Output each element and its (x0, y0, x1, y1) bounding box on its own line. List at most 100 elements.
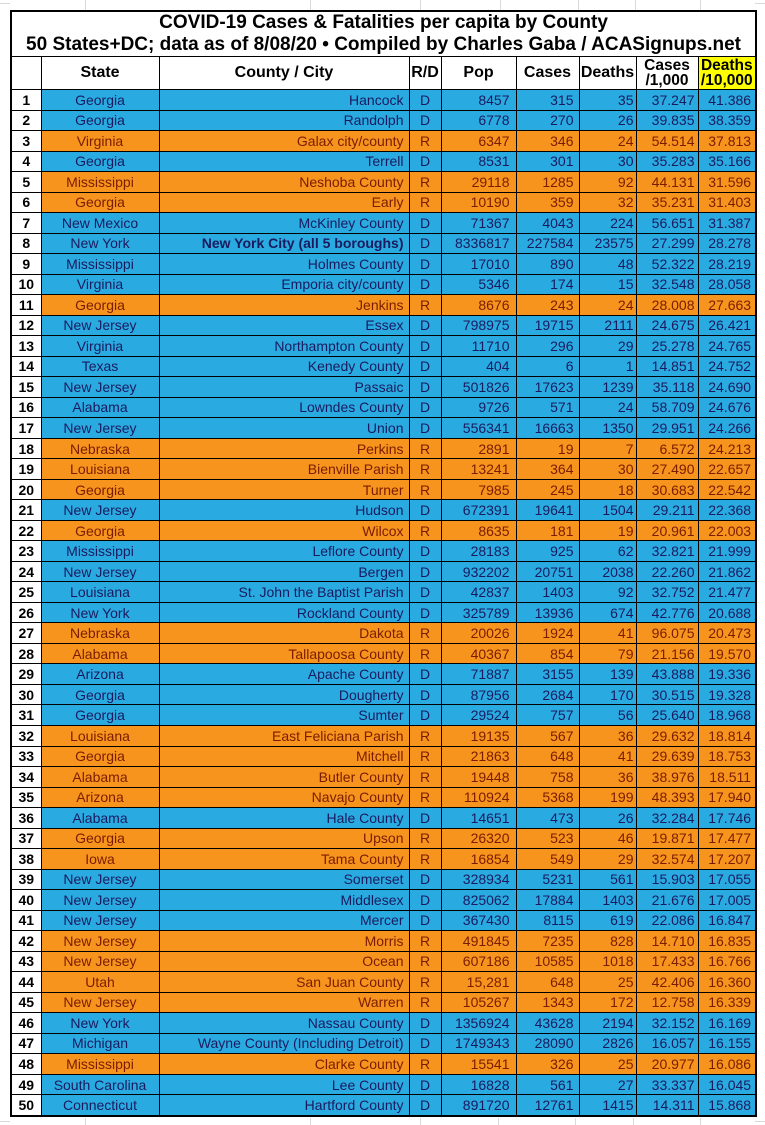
deaths-cell[interactable]: 24 (578, 396, 637, 419)
cases-cell[interactable]: 1343 (515, 991, 580, 1014)
party-cell[interactable]: D (408, 232, 442, 255)
rank-cell[interactable]: 24 (10, 560, 42, 583)
deaths-cell[interactable]: 1403 (578, 889, 637, 911)
party-cell[interactable]: R (408, 642, 442, 665)
deaths-cell[interactable]: 18 (578, 478, 637, 501)
population-cell[interactable]: 15,281 (440, 971, 517, 993)
rank-cell[interactable]: 43 (10, 950, 42, 973)
rank-cell[interactable]: 12 (10, 314, 42, 337)
county-cell[interactable]: Somerset (158, 868, 410, 891)
cases-per-1000-cell[interactable]: 15.903 (635, 868, 699, 891)
state-cell[interactable]: New Jersey (40, 930, 160, 952)
county-cell[interactable]: Mitchell (158, 745, 410, 768)
party-cell[interactable]: R (408, 519, 442, 542)
state-cell[interactable]: Iowa (40, 848, 160, 870)
county-cell[interactable]: Upson (158, 827, 410, 850)
population-cell[interactable]: 6347 (440, 130, 517, 152)
deaths-per-10000-cell[interactable]: 21.862 (697, 560, 757, 583)
party-cell[interactable]: R (408, 130, 442, 152)
cases-cell[interactable]: 561 (515, 1073, 580, 1096)
cases-cell[interactable]: 17623 (515, 376, 580, 398)
state-cell[interactable]: Utah (40, 971, 160, 993)
cases-per-1000-cell[interactable]: 30.515 (635, 683, 699, 706)
population-cell[interactable]: 491845 (440, 930, 517, 952)
rank-cell[interactable]: 36 (10, 807, 42, 829)
deaths-cell[interactable]: 29 (578, 335, 637, 357)
deaths-cell[interactable]: 48 (578, 253, 637, 275)
cases-per-1000-cell[interactable]: 22.086 (635, 909, 699, 932)
cases-per-1000-cell[interactable]: 14.851 (635, 355, 699, 378)
deaths-per-10000-cell[interactable]: 27.663 (697, 294, 757, 316)
party-cell[interactable]: D (408, 909, 442, 932)
cases-cell[interactable]: 1285 (515, 171, 580, 193)
state-cell[interactable]: Mississippi (40, 540, 160, 562)
cases-cell[interactable]: 7235 (515, 930, 580, 952)
population-cell[interactable]: 87956 (440, 683, 517, 706)
cases-per-1000-cell[interactable]: 21.676 (635, 889, 699, 911)
cases-per-1000-cell[interactable]: 43.888 (635, 663, 699, 685)
deaths-cell[interactable]: 2038 (578, 560, 637, 583)
cases-per-1000-cell[interactable]: 30.683 (635, 478, 699, 501)
cases-cell[interactable]: 1403 (515, 581, 580, 603)
deaths-cell[interactable]: 674 (578, 601, 637, 624)
rank-cell[interactable]: 15 (10, 376, 42, 398)
state-cell[interactable]: Arizona (40, 663, 160, 685)
population-cell[interactable]: 1749343 (440, 1032, 517, 1055)
deaths-per-10000-cell[interactable]: 15.868 (697, 1094, 757, 1117)
county-cell[interactable]: Tallapoosa County (158, 642, 410, 665)
cases-per-1000-cell[interactable]: 12.758 (635, 991, 699, 1014)
county-cell[interactable]: Lowndes County (158, 396, 410, 419)
rank-cell[interactable]: 2 (10, 109, 42, 132)
column-header-county[interactable]: County / City (158, 56, 410, 90)
state-cell[interactable]: Virginia (40, 273, 160, 296)
rank-cell[interactable]: 27 (10, 622, 42, 644)
state-cell[interactable]: New Jersey (40, 909, 160, 932)
party-cell[interactable]: R (408, 971, 442, 993)
state-cell[interactable]: Louisiana (40, 581, 160, 603)
cases-per-1000-cell[interactable]: 20.961 (635, 519, 699, 542)
county-cell[interactable]: Butler County (158, 766, 410, 788)
state-cell[interactable]: Georgia (40, 827, 160, 850)
deaths-per-10000-cell[interactable]: 17.477 (697, 827, 757, 850)
cases-cell[interactable]: 20751 (515, 560, 580, 583)
population-cell[interactable]: 26320 (440, 827, 517, 850)
deaths-cell[interactable]: 7 (578, 437, 637, 460)
party-cell[interactable]: D (408, 1094, 442, 1117)
population-cell[interactable]: 5346 (440, 273, 517, 296)
deaths-per-10000-cell[interactable]: 22.657 (697, 458, 757, 480)
cases-per-1000-cell[interactable]: 32.548 (635, 273, 699, 296)
deaths-per-10000-cell[interactable]: 28.278 (697, 232, 757, 255)
party-cell[interactable]: D (408, 1032, 442, 1055)
deaths-per-10000-cell[interactable]: 28.058 (697, 273, 757, 296)
cases-per-1000-cell[interactable]: 39.835 (635, 109, 699, 132)
deaths-per-10000-cell[interactable]: 41.386 (697, 89, 757, 111)
party-cell[interactable]: D (408, 273, 442, 296)
population-cell[interactable]: 328934 (440, 868, 517, 891)
party-cell[interactable]: D (408, 540, 442, 562)
cases-per-1000-cell[interactable]: 56.651 (635, 212, 699, 234)
deaths-per-10000-cell[interactable]: 24.676 (697, 396, 757, 419)
party-cell[interactable]: D (408, 704, 442, 726)
cases-cell[interactable]: 4043 (515, 212, 580, 234)
county-cell[interactable]: Northampton County (158, 335, 410, 357)
county-cell[interactable]: Early (158, 191, 410, 214)
cases-cell[interactable]: 43628 (515, 1012, 580, 1034)
party-cell[interactable]: R (408, 191, 442, 214)
cases-per-1000-cell[interactable]: 32.152 (635, 1012, 699, 1034)
county-cell[interactable]: Hudson (158, 499, 410, 521)
county-cell[interactable]: New York City (all 5 boroughs) (158, 232, 410, 255)
table-title-cell[interactable]: COVID-19 Cases & Fatalities per capita b… (10, 10, 757, 57)
deaths-per-10000-cell[interactable]: 31.403 (697, 191, 757, 214)
county-cell[interactable]: San Juan County (158, 971, 410, 993)
cases-cell[interactable]: 315 (515, 89, 580, 111)
county-cell[interactable]: McKinley County (158, 212, 410, 234)
rank-cell[interactable]: 35 (10, 786, 42, 809)
cases-per-1000-cell[interactable]: 38.976 (635, 766, 699, 788)
deaths-cell[interactable]: 2826 (578, 1032, 637, 1055)
deaths-cell[interactable]: 30 (578, 458, 637, 480)
population-cell[interactable]: 672391 (440, 499, 517, 521)
cases-cell[interactable]: 296 (515, 335, 580, 357)
county-cell[interactable]: Terrell (158, 150, 410, 173)
cases-cell[interactable]: 473 (515, 807, 580, 829)
population-cell[interactable]: 891720 (440, 1094, 517, 1117)
